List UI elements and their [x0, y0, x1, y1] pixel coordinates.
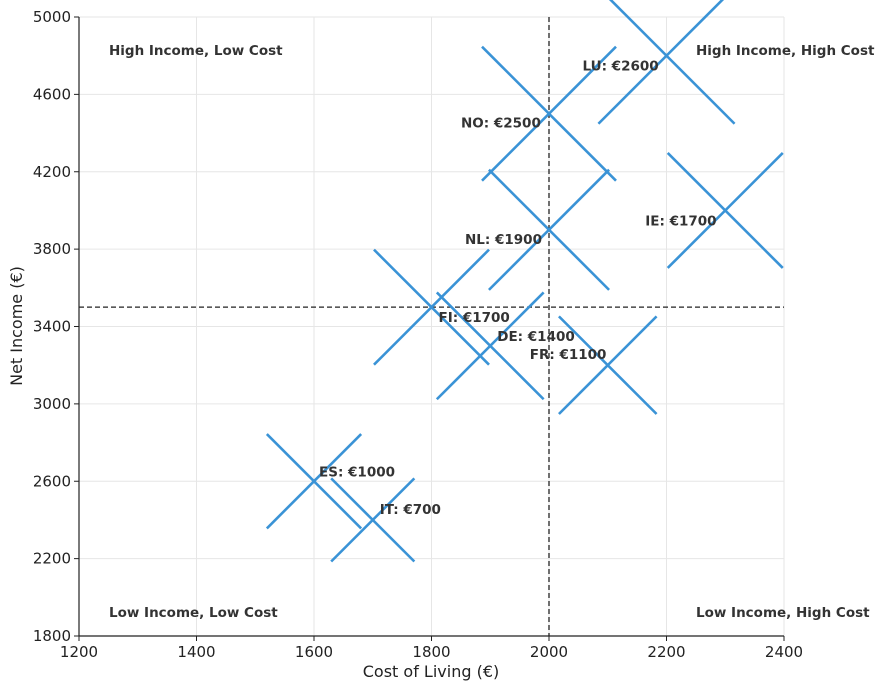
y-tick-label: 3400: [33, 318, 71, 336]
marker-stroke: [330, 477, 416, 563]
y-tick-label: 4600: [33, 85, 71, 103]
marker-it: [330, 477, 416, 563]
marker-de: [435, 291, 545, 401]
point-label-es: ES: €1000: [319, 464, 395, 480]
point-label-lu: LU: €2600: [583, 59, 659, 75]
x-tick-label: 2000: [530, 643, 568, 661]
marker-stroke: [597, 0, 725, 125]
point-labels: LU: €2600 NO: €2500 IE: €1700 NL: €1900 FI: …: [319, 59, 717, 518]
marker-stroke: [666, 151, 784, 269]
marker-stroke: [488, 168, 610, 291]
grid: [78, 16, 785, 637]
marker-lu: [597, 0, 736, 125]
ticks: 1200 1400 1600 1800 2000 2200 2400 1800 2200 2600…: [33, 8, 803, 661]
markers: [265, 0, 784, 563]
y-tick-label: 2200: [33, 550, 71, 568]
y-tick-label: 4200: [33, 163, 71, 181]
marker-nl: [488, 168, 610, 291]
marker-stroke: [373, 248, 490, 366]
point-label-ie: IE: €1700: [645, 213, 716, 229]
x-tick-label: 1200: [60, 643, 98, 661]
x-tick-label: 2400: [765, 643, 803, 661]
quadrant-label-top-left: High Income, Low Cost: [109, 43, 283, 59]
marker-es: [265, 433, 363, 530]
y-tick-label: 2600: [33, 472, 71, 490]
marker-fr: [558, 315, 658, 415]
point-label-no: NO: €2500: [461, 116, 541, 132]
x-tick-label: 1400: [177, 643, 215, 661]
y-axis-label: Net Income (€): [7, 266, 26, 386]
x-tick-label: 1600: [295, 643, 333, 661]
y-tick-label: 5000: [33, 8, 71, 26]
marker-stroke: [481, 45, 617, 182]
marker-no: [481, 45, 617, 182]
quadrant-label-bottom-left: Low Income, Low Cost: [109, 605, 278, 621]
point-label-it: IT: €700: [380, 502, 441, 518]
point-label-de: DE: €1400: [497, 329, 575, 345]
y-tick-label: 3000: [33, 395, 71, 413]
x-tick-label: 2200: [647, 643, 685, 661]
marker-stroke: [435, 291, 545, 401]
marker-fi: [373, 248, 490, 366]
point-label-fr: FR: €1100: [530, 347, 607, 363]
point-label-nl: NL: €1900: [465, 232, 542, 248]
marker-ie: [666, 151, 784, 269]
y-tick-label: 1800: [33, 627, 71, 645]
point-label-fi: FI: €1700: [439, 310, 510, 326]
y-tick-label: 3800: [33, 240, 71, 258]
quadrant-label-top-right: High Income, High Cost: [696, 43, 875, 59]
marker-stroke: [558, 315, 658, 415]
quadrant-label-bottom-right: Low Income, High Cost: [696, 605, 870, 621]
marker-stroke: [265, 433, 363, 530]
x-tick-label: 1800: [412, 643, 450, 661]
x-axis-label: Cost of Living (€): [363, 662, 499, 681]
